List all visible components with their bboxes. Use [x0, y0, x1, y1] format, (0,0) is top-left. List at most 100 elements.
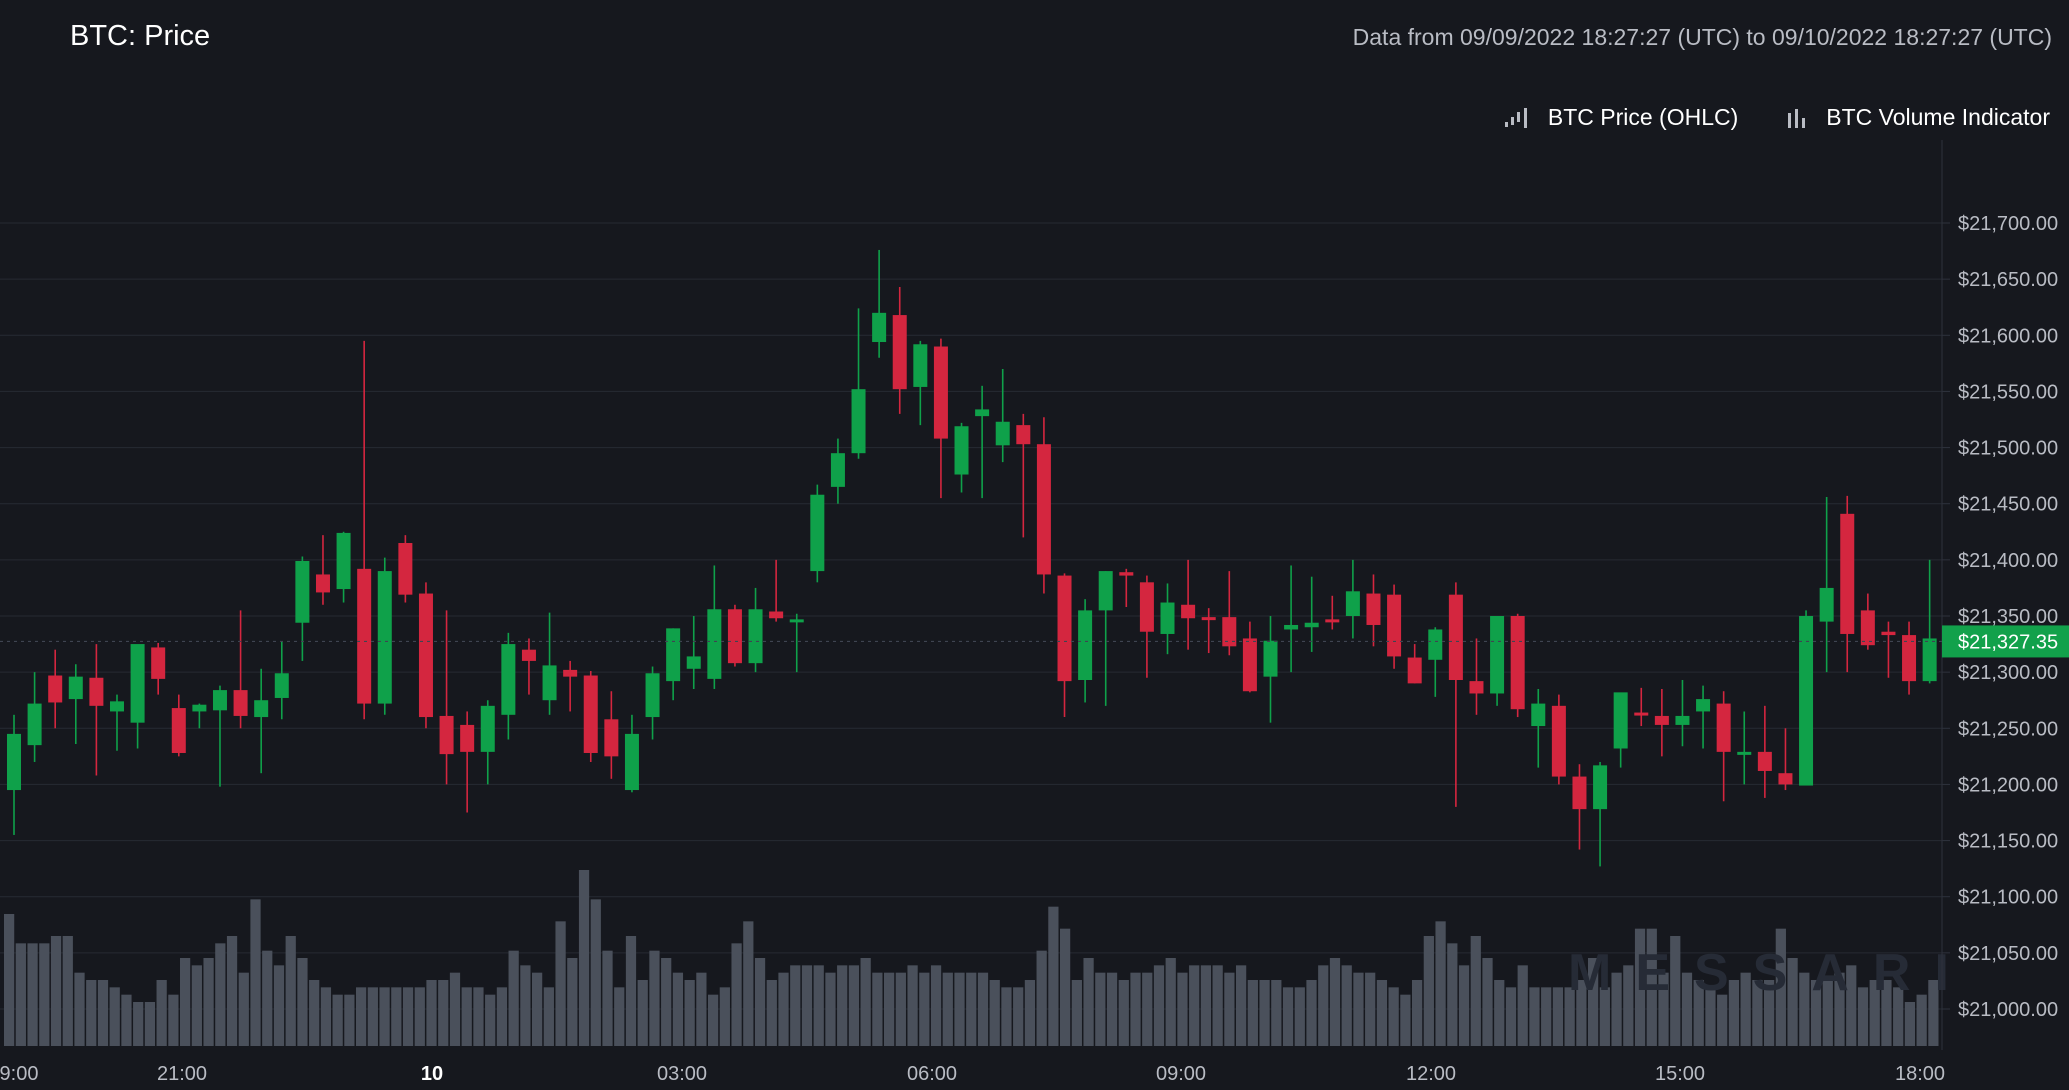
volume-bar — [180, 958, 191, 1046]
candle — [521, 638, 536, 695]
candle — [68, 664, 83, 745]
volume-bar — [942, 972, 953, 1046]
legend-item-price[interactable]: BTC Price (OHLC) — [1504, 104, 1738, 131]
volume-bar — [1376, 980, 1388, 1046]
volume-bar — [1071, 980, 1082, 1046]
candle — [1387, 584, 1402, 669]
legend-item-volume[interactable]: BTC Volume Indicator — [1786, 104, 2050, 131]
y-tick-label: $21,350.00 — [1958, 606, 2058, 628]
volume-bar — [1717, 994, 1728, 1046]
candle-body — [357, 568, 372, 704]
candle — [1119, 568, 1134, 608]
candle — [151, 642, 166, 695]
candle-body — [1078, 610, 1093, 681]
volume-bar — [297, 958, 308, 1046]
candle-body — [233, 690, 248, 716]
candle-body — [851, 389, 866, 454]
candle — [171, 694, 186, 757]
volume-bar — [1564, 987, 1575, 1046]
volume-bar — [1505, 987, 1517, 1046]
volume-bar — [872, 972, 883, 1046]
candle — [604, 691, 619, 779]
last-price-label: $21,327.35 — [1958, 631, 2058, 653]
volume-bar — [672, 972, 684, 1046]
candle — [1304, 576, 1319, 652]
volume-bar — [731, 943, 742, 1046]
candle — [1675, 680, 1690, 747]
volume-bar — [719, 987, 730, 1046]
candle — [1819, 496, 1834, 673]
candle — [563, 660, 578, 712]
x-tick-label: 15:00 — [1655, 1063, 1705, 1085]
candle-body — [1819, 587, 1834, 622]
candle — [1922, 559, 1937, 684]
candle-body — [1675, 715, 1690, 725]
volume-bar — [661, 958, 672, 1046]
candle — [1490, 616, 1505, 706]
candle-body — [1222, 617, 1237, 647]
volume-bar — [344, 994, 355, 1046]
candle — [1201, 608, 1216, 654]
candle-body — [254, 700, 269, 718]
y-tick-label: $21,700.00 — [1958, 213, 2058, 235]
volume-bar — [1118, 980, 1129, 1046]
candle-body — [439, 715, 454, 755]
candle-body — [1840, 513, 1855, 634]
volume-bar — [637, 980, 648, 1046]
date-range: Data from 09/09/2022 18:27:27 (UTC) to 0… — [1352, 24, 2052, 50]
candle-body — [1387, 594, 1402, 657]
volume-bar — [1024, 980, 1036, 1046]
volume-bar — [1400, 994, 1411, 1046]
x-tick-label: 18:00 — [1895, 1063, 1945, 1085]
candle — [1078, 599, 1093, 703]
candle-body — [1757, 751, 1772, 771]
candle — [1222, 571, 1237, 656]
candle — [1860, 593, 1875, 650]
volume-bar — [1834, 972, 1845, 1046]
candle-body — [1304, 622, 1319, 628]
candle — [1469, 638, 1484, 715]
candle-body — [109, 701, 124, 712]
y-tick-label: $21,250.00 — [1958, 718, 2058, 740]
candle-body — [1407, 657, 1422, 684]
volume-bar — [555, 921, 566, 1046]
volume-bar — [367, 987, 378, 1046]
candle — [336, 531, 351, 603]
candle-body — [315, 574, 330, 593]
x-tick-label: 9:00 — [0, 1063, 38, 1085]
volume-bar — [1494, 980, 1505, 1046]
candle-body — [1181, 604, 1196, 619]
volume-bar — [696, 972, 707, 1046]
candle-body — [1737, 751, 1752, 755]
volume-bar — [649, 950, 660, 1046]
volume-bar — [1517, 965, 1528, 1046]
volume-bar — [1916, 994, 1927, 1046]
candle — [1181, 559, 1196, 650]
candle — [789, 613, 804, 673]
candle-body — [954, 426, 969, 475]
candle-body — [1366, 593, 1381, 625]
volume-bar — [1904, 1002, 1916, 1046]
candle — [1345, 559, 1360, 639]
candle-body — [583, 675, 598, 753]
volume-bar — [1634, 928, 1646, 1046]
volume-bar — [1271, 980, 1282, 1046]
candle — [583, 671, 598, 762]
volume-bar — [602, 950, 613, 1046]
candle-body — [1531, 703, 1546, 727]
volume-bar — [1423, 936, 1434, 1046]
candle-body — [151, 647, 166, 679]
candle-body — [1428, 629, 1443, 660]
volume-bar — [156, 980, 167, 1046]
volume-bar — [86, 980, 97, 1046]
candle — [666, 628, 681, 701]
volume-bar — [438, 980, 449, 1046]
candle — [109, 694, 124, 751]
volume-bar — [743, 921, 754, 1046]
volume-bar — [485, 994, 496, 1046]
candle — [48, 649, 63, 729]
candle — [913, 340, 928, 426]
candle-body — [913, 344, 928, 387]
candle — [1407, 644, 1422, 684]
